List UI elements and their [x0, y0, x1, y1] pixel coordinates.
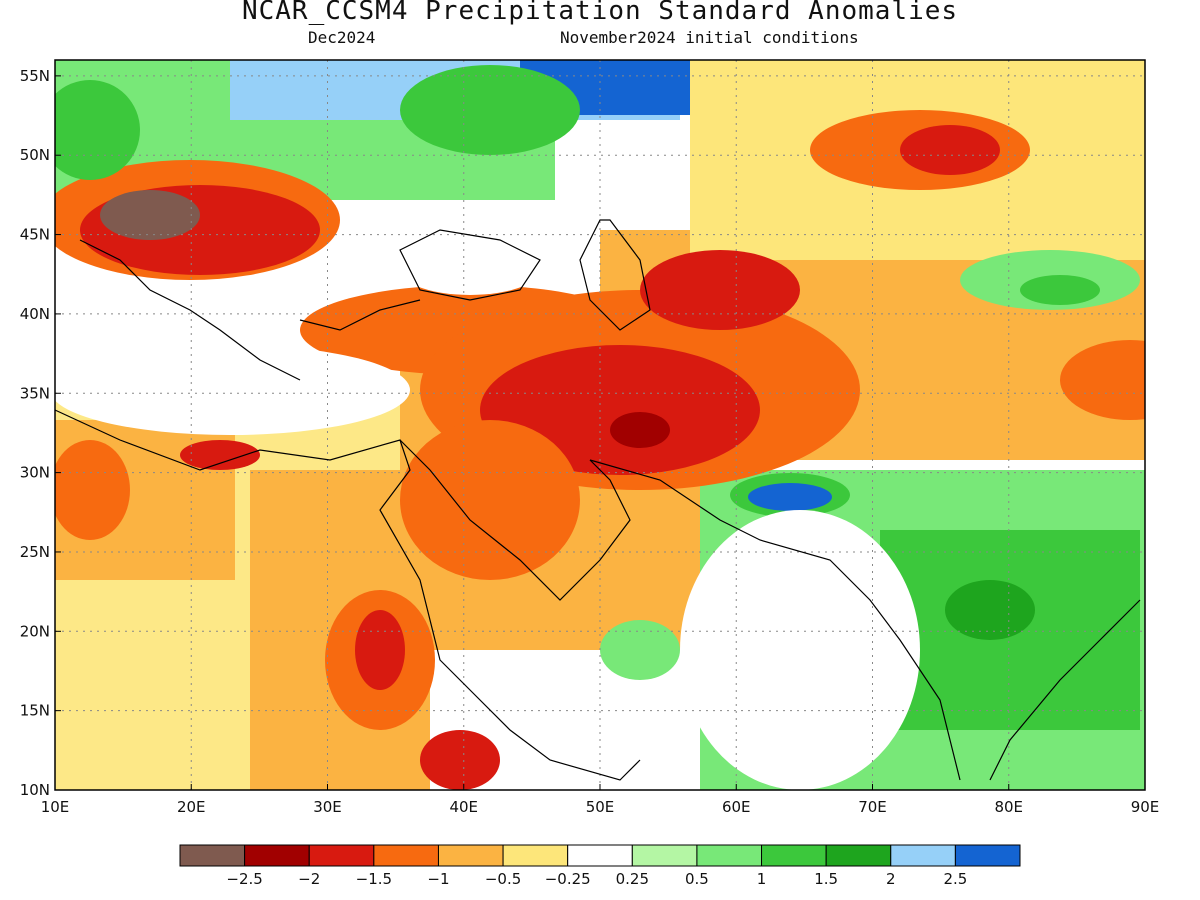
colorbar-swatch: [373, 844, 439, 867]
colorbar-label: −0.25: [545, 870, 591, 888]
target-month-label: Dec2024: [308, 28, 376, 47]
colorbar-label: 2.5: [943, 870, 967, 888]
colorbar-swatch: [567, 844, 633, 867]
colorbar-label: −2: [298, 870, 320, 888]
colorbar-label: −0.5: [485, 870, 521, 888]
colorbar: −2.5 −2 −1.5 −1 −0.5 −0.25 0.25 0.5 1 1.5 2 2.5: [179, 844, 1021, 888]
colorbar-swatch: [890, 844, 956, 867]
colorbar-swatch: [308, 844, 375, 867]
lon-tick-label: 10E: [41, 798, 70, 816]
anomaly-field-layer: [55, 60, 1145, 790]
colorbar-label: 1: [757, 870, 767, 888]
colorbar-swatch: [825, 844, 892, 867]
lat-tick-label: 45N: [20, 226, 50, 244]
colorbar-swatch: [631, 844, 698, 867]
lat-tick-label: 40N: [20, 305, 50, 323]
lon-tick-label: 20E: [177, 798, 206, 816]
init-conditions-label: November2024 initial conditions: [560, 28, 859, 47]
colorbar-label: 0.25: [616, 870, 649, 888]
graticule: [55, 60, 1145, 790]
lon-tick-label: 90E: [1131, 798, 1160, 816]
lat-tick-label: 20N: [20, 622, 50, 640]
colorbar-swatch: [179, 844, 246, 867]
lon-tick-label: 60E: [722, 798, 751, 816]
lat-tick-label: 15N: [20, 702, 50, 720]
colorbar-swatch: [761, 844, 827, 867]
longitude-axis: 10E 20E 30E 40E 50E 60E 70E 80E 90E: [41, 784, 1160, 816]
lon-tick-label: 80E: [994, 798, 1023, 816]
colorbar-label: −1: [427, 870, 449, 888]
latitude-axis: 55N 50N 45N 40N 35N 30N 25N 20N 15N 10N: [20, 67, 61, 799]
lon-tick-label: 30E: [313, 798, 342, 816]
colorbar-label: 0.5: [685, 870, 709, 888]
colorbar-swatch: [244, 844, 310, 867]
lon-tick-label: 50E: [586, 798, 615, 816]
lat-tick-label: 30N: [20, 464, 50, 482]
lat-tick-label: 35N: [20, 384, 50, 402]
map-title: NCAR_CCSM4 Precipitation Standard Anomal…: [241, 0, 959, 26]
lat-tick-label: 50N: [20, 146, 50, 164]
colorbar-swatch: [954, 844, 1021, 867]
lon-tick-label: 70E: [858, 798, 887, 816]
colorbar-label: 1.5: [814, 870, 838, 888]
lon-tick-label: 40E: [449, 798, 478, 816]
colorbar-label: 2: [886, 870, 896, 888]
colorbar-swatch: [502, 844, 569, 867]
coastlines: [55, 219, 1141, 781]
colorbar-swatch: [696, 844, 763, 867]
lat-tick-label: 55N: [20, 67, 50, 85]
colorbar-swatch: [437, 844, 504, 867]
colorbar-label: −1.5: [356, 870, 392, 888]
lat-tick-label: 25N: [20, 543, 50, 561]
colorbar-label: −2.5: [226, 870, 262, 888]
lat-tick-label: 10N: [20, 781, 50, 799]
